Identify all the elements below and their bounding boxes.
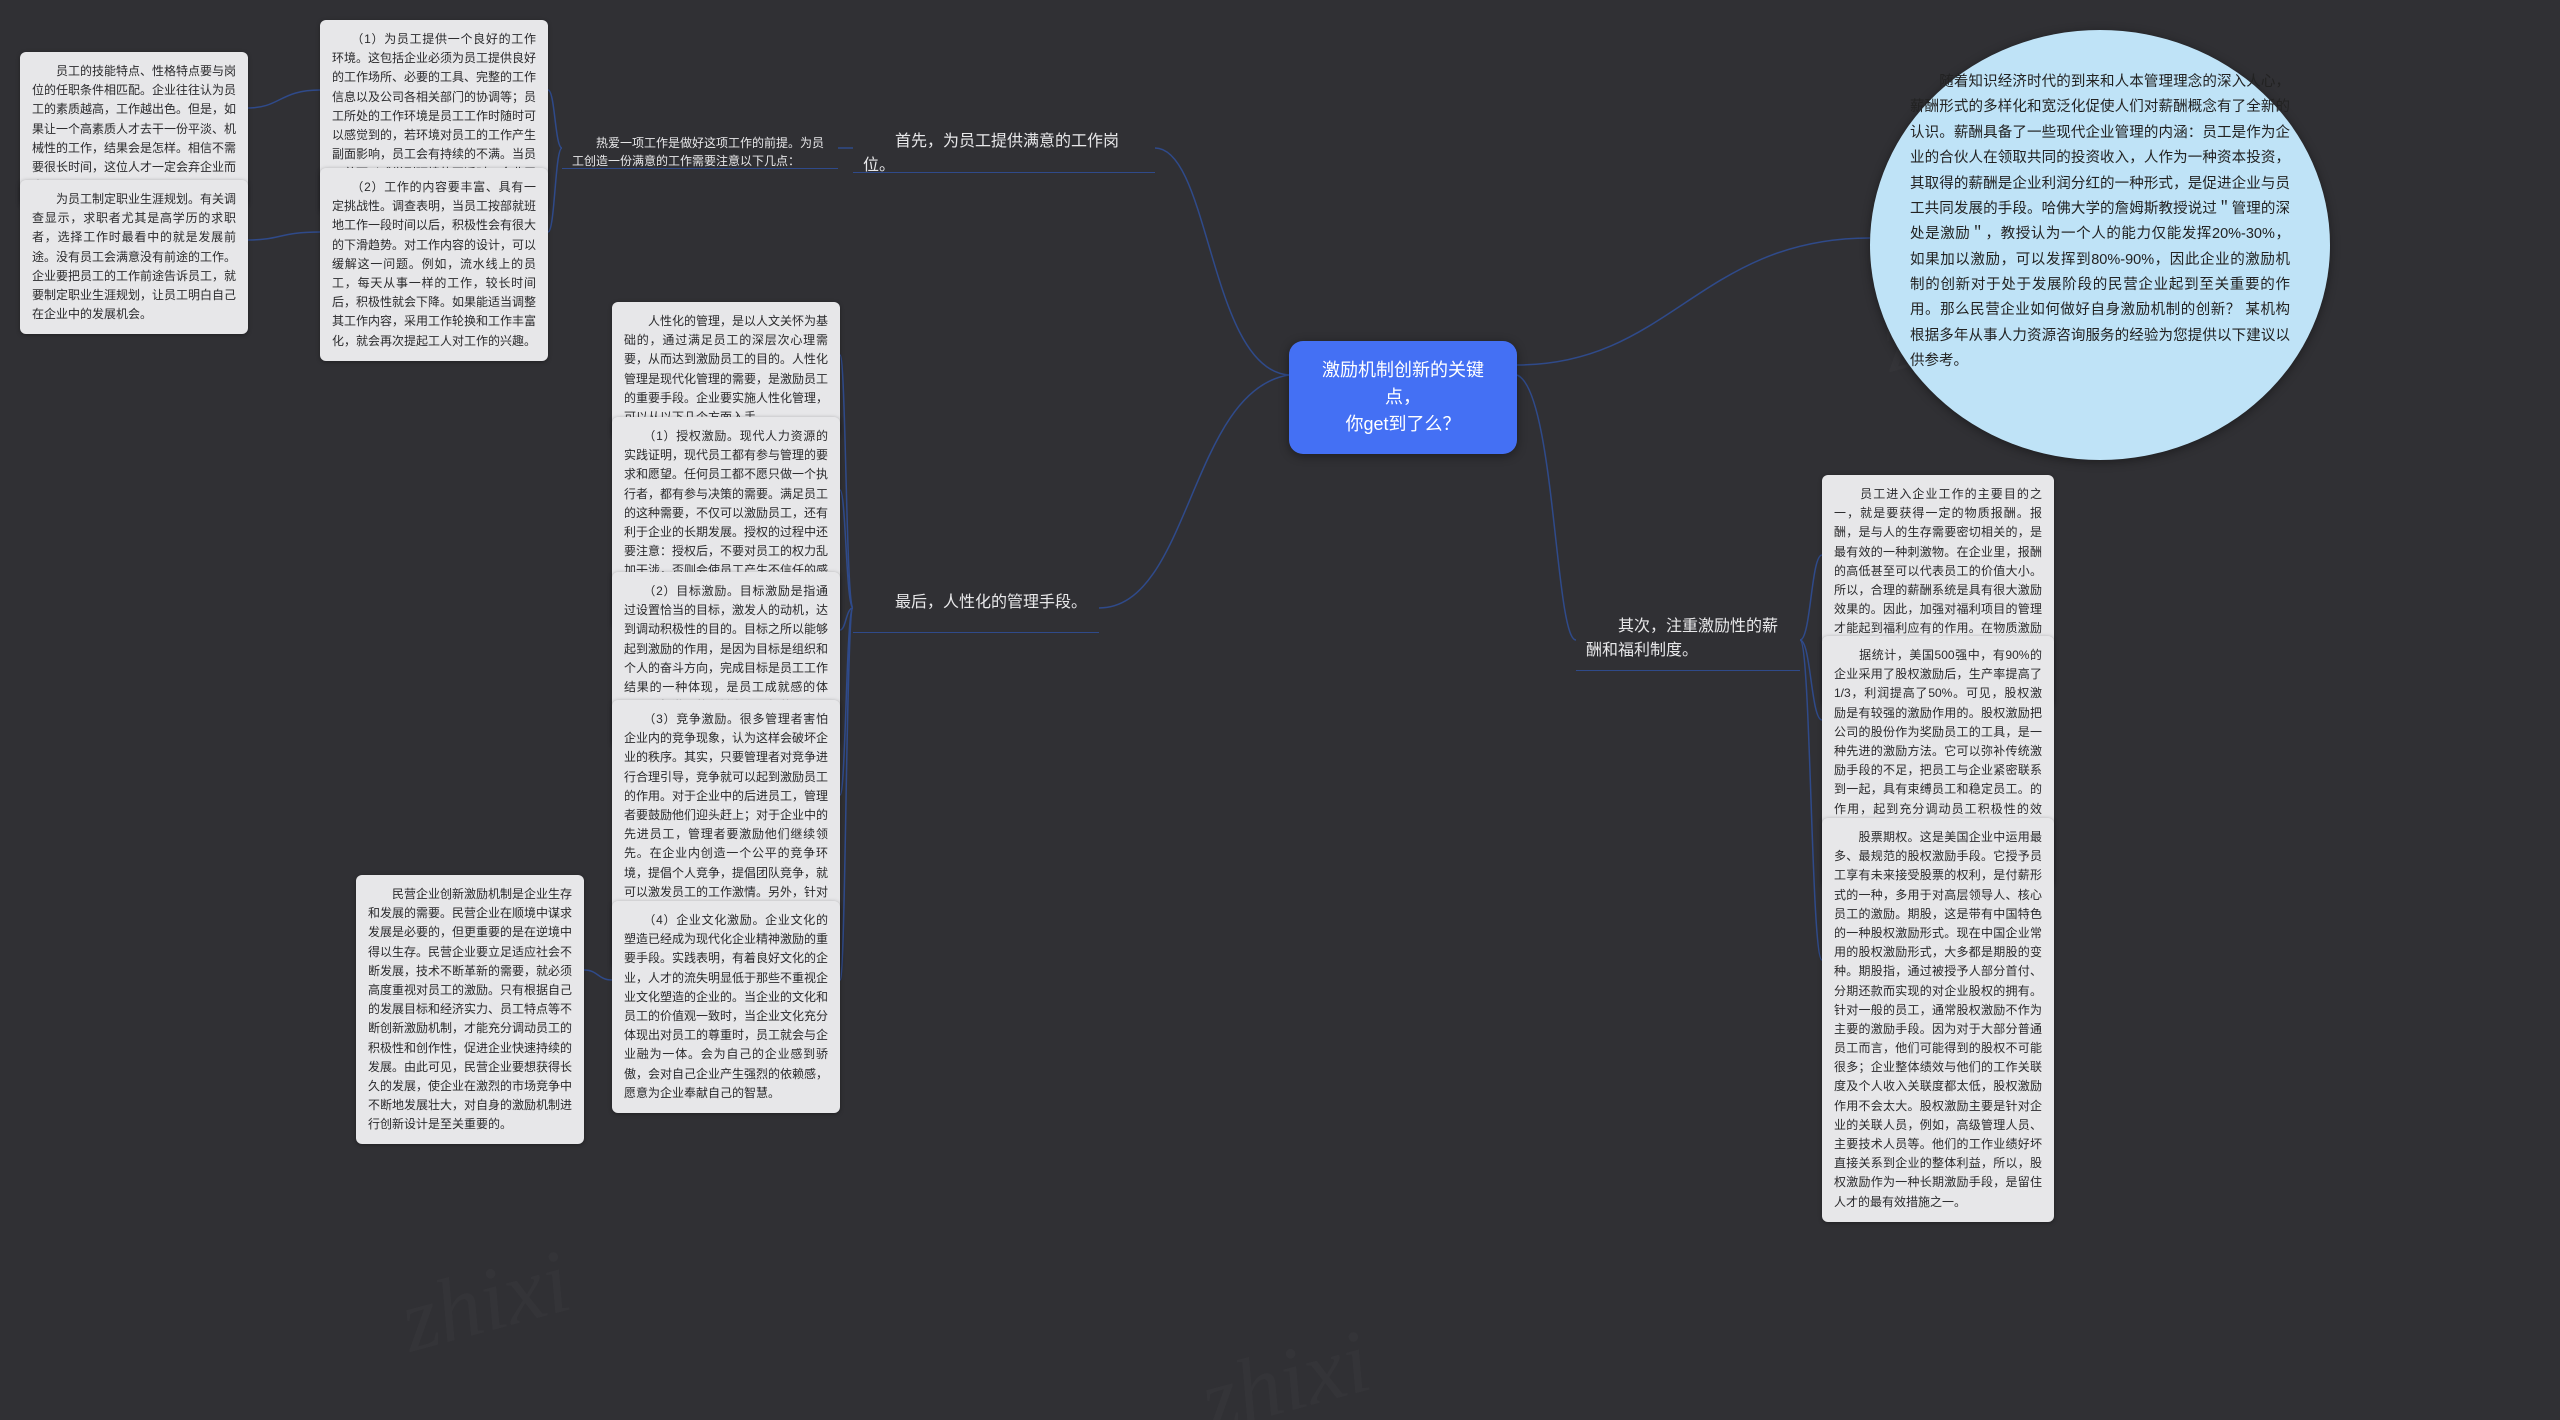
branch-2-leaf-5[interactable]: （4）企业文化激励。企业文化的塑造已经成为现代化企业精神激励的重要手段。实践表明… bbox=[612, 901, 840, 1113]
branch-3-underline bbox=[1576, 670, 1800, 671]
center-topic[interactable]: 激励机制创新的关键点，你get到了么？ bbox=[1289, 341, 1517, 454]
branch-2-extra-1[interactable]: 民营企业创新激励机制是企业生存和发展的需要。民营企业在顺境中谋求发展是必要的，但… bbox=[356, 875, 584, 1144]
intro-bubble[interactable]: 随着知识经济时代的到来和人本管理理念的深入人心，薪酬形式的多样化和宽泛化促使人们… bbox=[1870, 30, 2330, 460]
branch-1-leaf-2[interactable]: （2）工作的内容要丰富、具有一定挑战性。调查表明，当员工按部就班地工作一段时间以… bbox=[320, 168, 548, 361]
branch-3-leaf-3[interactable]: 股票期权。这是美国企业中运用最多、最规范的股权激励手段。它授予员工享有未来接受股… bbox=[1822, 818, 2054, 1222]
branch-1-extra-2[interactable]: 为员工制定职业生涯规划。有关调查显示，求职者尤其是高学历的求职者，选择工作时最看… bbox=[20, 180, 248, 334]
branch-3-label[interactable]: 其次，注重激励性的薪酬和福利制度。 bbox=[1576, 609, 1800, 669]
branch-2-label[interactable]: 最后，人性化的管理手段。 bbox=[853, 585, 1099, 621]
branch-1-mid-underline bbox=[562, 168, 838, 169]
branch-2-underline bbox=[853, 632, 1099, 633]
branch-1-underline bbox=[853, 172, 1155, 173]
branch-1-label[interactable]: 首先，为员工提供满意的工作岗位。 bbox=[853, 124, 1155, 184]
watermark-3: zhixi bbox=[1190, 1310, 1381, 1420]
watermark-1: zhixi bbox=[390, 1230, 581, 1373]
